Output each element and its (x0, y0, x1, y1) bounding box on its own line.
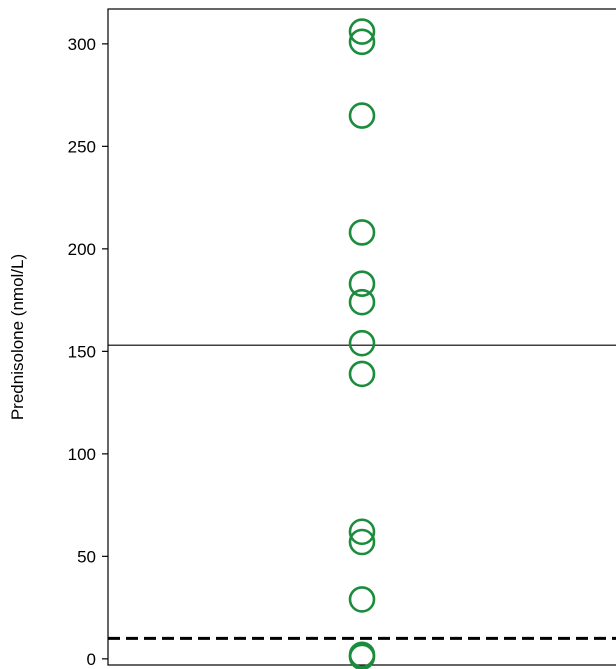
y-tick-label: 150 (68, 342, 96, 361)
y-axis: 0 50 100 150 200 250 300 (68, 35, 108, 669)
data-point (348, 28, 376, 56)
y-tick-label: 300 (68, 35, 96, 54)
y-axis-title: Prednisolone (nmol/L) (8, 254, 27, 420)
data-point (348, 528, 376, 556)
data-point (348, 102, 376, 129)
data-point (348, 18, 376, 45)
data-point (348, 329, 376, 357)
y-tick-label: 50 (77, 547, 96, 566)
data-points (348, 18, 376, 669)
data-point (348, 360, 376, 388)
y-tick-label: 100 (68, 445, 96, 464)
y-tick-label: 200 (68, 240, 96, 259)
data-point (348, 219, 376, 246)
data-point (348, 518, 376, 546)
y-tick-label: 250 (68, 137, 96, 156)
reference-lines (108, 344, 616, 640)
data-point (348, 641, 376, 669)
data-point (348, 270, 376, 298)
data-point (348, 288, 376, 316)
y-tick-label: 0 (87, 650, 96, 669)
data-point (348, 586, 376, 613)
plot-frame (107, 8, 616, 666)
